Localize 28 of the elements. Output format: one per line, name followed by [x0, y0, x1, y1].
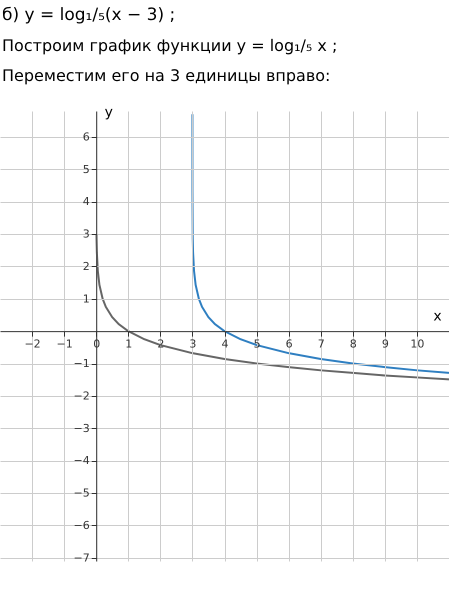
y-tick-label: 4	[82, 195, 90, 208]
y-tick-label: −3	[73, 422, 90, 435]
x-tick-label: −1	[56, 338, 73, 351]
y-tick-label: −6	[73, 518, 90, 532]
x-tick-label: 1	[125, 338, 132, 351]
x-tick-label: 10	[410, 338, 424, 351]
x-tick-label: 4	[222, 338, 228, 351]
y-tick-label: 5	[82, 162, 90, 176]
text: Переместим его на 3 единицы вправо:	[2, 66, 330, 85]
x-axis-title: x	[433, 308, 442, 325]
y-tick-label: −2	[73, 389, 90, 402]
x-tick-label: −2	[24, 338, 41, 351]
x-tick-label: 8	[350, 338, 357, 351]
y-tick-label: 3	[82, 228, 90, 241]
y-tick-label: −7	[73, 551, 90, 564]
y-tick-label: 1	[82, 292, 90, 306]
x-tick-label: 7	[318, 338, 325, 351]
x-tick-label: 3	[189, 338, 196, 351]
chart-title: б) y = log₁/₅(x − 3) ;	[2, 5, 176, 25]
y-tick-label: −5	[73, 486, 90, 500]
y-tick-label: −1	[73, 357, 90, 370]
y-tick-label: 6	[82, 130, 90, 144]
y-axis-title: y	[104, 104, 113, 120]
x-tick-label: 6	[286, 338, 293, 351]
y-tick-label: 2	[82, 260, 90, 273]
y-tick-label: −4	[73, 454, 90, 468]
x-tick-label: 9	[382, 338, 389, 351]
text: Построим график функции y = log₁/₅ x ;	[2, 36, 338, 55]
